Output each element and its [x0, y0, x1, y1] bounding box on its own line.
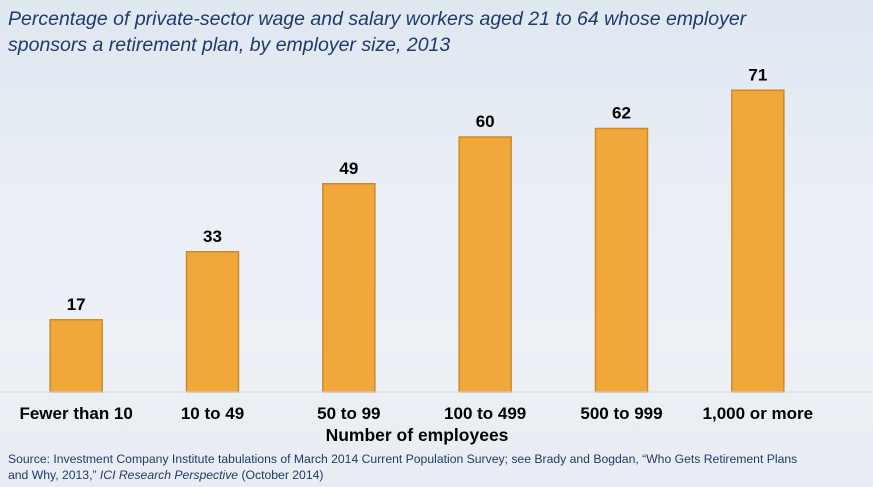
- x-tick-fewer-than-10: Fewer than 10: [19, 404, 132, 423]
- chart-title-line-1: Percentage of private-sector wage and sa…: [8, 8, 747, 30]
- bar-1-000-or-more: [731, 89, 785, 393]
- source-line-1: Source: Investment Company Institute tab…: [8, 452, 798, 466]
- source-note: Source: Investment Company Institute tab…: [8, 451, 868, 483]
- bar-50-to-99: [322, 183, 376, 393]
- x-tick-10-to-49: 10 to 49: [181, 404, 244, 423]
- x-tick-labels: Fewer than 10 10 to 49 50 to 99 100 to 499 5…: [19, 404, 813, 423]
- source-line-2: and Why, 2013,” ICI Research Perspective…: [8, 467, 868, 483]
- source-publication: ICI Research Perspective: [99, 468, 239, 482]
- data-label-1-000-or-more: 71: [748, 65, 767, 84]
- bar-500-to-999: [594, 127, 649, 393]
- bar-100-to-499: [458, 136, 512, 393]
- source-line-2-pre: and Why, 2013,”: [8, 468, 100, 482]
- source-line-2-post: (October 2014): [238, 468, 324, 482]
- chart-title-line-2: sponsors a retirement plan, by employer …: [8, 34, 451, 56]
- chart-title: Percentage of private-sector wage and sa…: [8, 6, 868, 58]
- bar-10-to-49: [185, 251, 240, 393]
- x-tick-100-to-499: 100 to 499: [444, 404, 526, 423]
- x-axis-title: Number of employees: [326, 425, 509, 445]
- data-label-fewer-than-10: 17: [67, 295, 86, 314]
- x-tick-50-to-99: 50 to 99: [317, 404, 380, 423]
- bars-group: 17 33 49 60 62 71: [49, 65, 785, 393]
- data-label-10-to-49: 33: [203, 227, 222, 246]
- data-label-500-to-999: 62: [612, 104, 631, 123]
- bar-fewer-than-10: [49, 319, 103, 393]
- x-tick-1-000-or-more: 1,000 or more: [703, 404, 814, 423]
- data-label-50-to-99: 49: [339, 159, 358, 178]
- x-tick-500-to-999: 500 to 999: [580, 404, 662, 423]
- data-label-100-to-499: 60: [476, 112, 495, 131]
- bar-chart: 17 33 49 60 62 71 Fewer than 10 10 to 49 50 to …: [0, 65, 873, 445]
